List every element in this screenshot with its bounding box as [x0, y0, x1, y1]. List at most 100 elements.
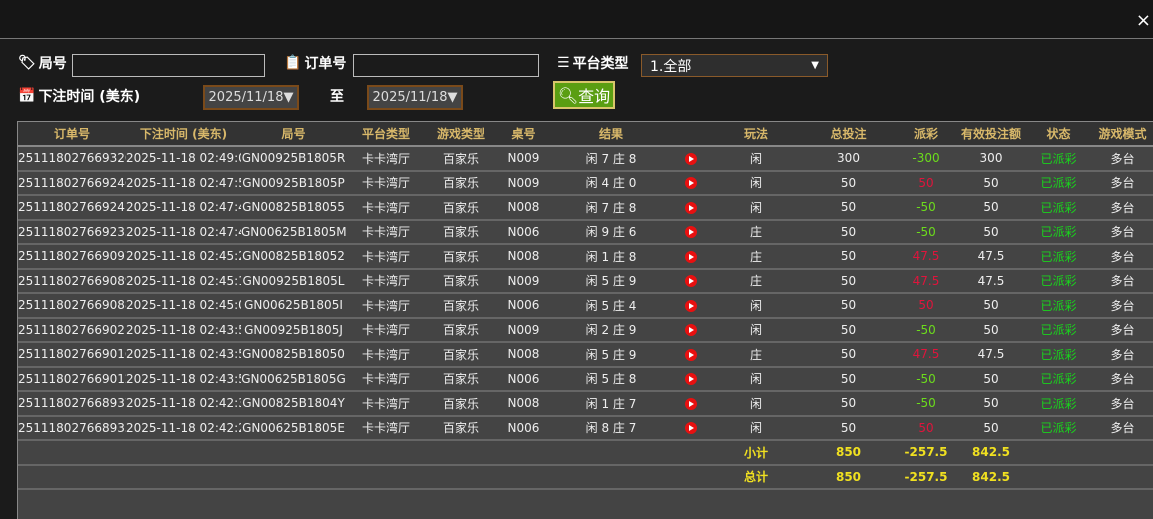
query-button[interactable]: 🔍︎ 查询	[553, 81, 615, 109]
table-cell: 2025-11-18 02:47:44	[126, 219, 241, 245]
table-cell: 2025-11-18 02:49:08	[126, 146, 241, 172]
replay-cell[interactable]	[671, 219, 711, 245]
empty-cell	[551, 440, 671, 466]
play-video-icon[interactable]	[685, 299, 697, 312]
table-cell: 百家乐	[426, 195, 496, 221]
table-cell: 卡卡湾厅	[346, 366, 426, 392]
table-cell: 闲	[711, 170, 801, 196]
table-cell: 庄	[711, 342, 801, 368]
replay-cell[interactable]	[671, 366, 711, 392]
replay-cell[interactable]	[671, 391, 711, 417]
table-cell: 50	[801, 317, 896, 343]
replay-cell[interactable]	[671, 317, 711, 343]
round-label: 🏷 局号	[18, 53, 67, 73]
table-cell: 闲	[711, 366, 801, 392]
table-cell: 47.5	[956, 342, 1026, 368]
empty-cell	[671, 440, 711, 466]
play-video-icon[interactable]	[685, 226, 697, 239]
play-video-icon[interactable]	[685, 324, 697, 337]
table-cell: 已派彩	[1026, 391, 1091, 417]
search-icon: 🔍︎	[557, 85, 579, 105]
column-header: 游戏模式	[1091, 122, 1153, 147]
play-video-icon[interactable]	[685, 152, 697, 165]
table-cell: 300	[801, 146, 896, 172]
table-cell: 百家乐	[426, 415, 496, 441]
empty-cell	[1026, 464, 1091, 490]
replay-cell[interactable]	[671, 293, 711, 319]
date-to-picker[interactable]: 2025/11/18▼	[367, 85, 463, 110]
table-cell: 卡卡湾厅	[346, 146, 426, 172]
subtotal-total-bet: 850	[801, 440, 896, 466]
table-row: 251118027668935 2025-11-18 02:42:28 GN0062…	[18, 415, 1153, 441]
replay-cell[interactable]	[671, 268, 711, 294]
table-cell: 251118027668937	[18, 391, 126, 417]
table-cell: 50	[896, 415, 956, 441]
table-row: 251118027669246 2025-11-18 02:47:52 GN0092…	[18, 170, 1153, 196]
play-video-icon[interactable]	[685, 348, 697, 361]
close-icon[interactable]: ×	[1135, 10, 1151, 31]
table-cell: 50	[956, 415, 1026, 441]
table-cell: 闲	[711, 391, 801, 417]
table-cell: 47.5	[896, 342, 956, 368]
play-video-icon[interactable]	[685, 422, 697, 435]
table-cell: 50	[801, 293, 896, 319]
table-cell: 已派彩	[1026, 219, 1091, 245]
order-input[interactable]	[353, 54, 539, 77]
table-cell: N008	[496, 244, 551, 270]
date-from-picker[interactable]: 2025/11/18▼	[203, 85, 299, 110]
table-cell: N008	[496, 342, 551, 368]
order-label: 📋 订单号	[284, 53, 346, 73]
table-cell: 50	[956, 195, 1026, 221]
table-row: 251118027669097 2025-11-18 02:45:21 GN0082…	[18, 244, 1153, 270]
replay-cell[interactable]	[671, 195, 711, 221]
column-header: 游戏类型	[426, 122, 496, 147]
platform-select[interactable]: 1.全部 ▼	[641, 54, 828, 77]
table-cell: 已派彩	[1026, 170, 1091, 196]
replay-cell[interactable]	[671, 415, 711, 441]
chevron-down-icon: ▼	[811, 60, 819, 71]
table-cell: GN00625B1805M	[241, 219, 346, 245]
play-video-icon[interactable]	[685, 373, 697, 386]
table-cell: 50	[801, 195, 896, 221]
time-label-text: 下注时间 (美东)	[38, 89, 141, 105]
play-video-icon[interactable]	[685, 275, 697, 288]
empty-cell	[18, 464, 126, 490]
empty-cell	[241, 464, 346, 490]
table-cell: 闲 1 庄 7	[551, 391, 671, 417]
table-cell: 多台	[1091, 170, 1153, 196]
table-cell: 闲 8 庄 7	[551, 415, 671, 441]
column-header	[671, 122, 711, 147]
table-cell: GN00825B1804Y	[241, 391, 346, 417]
table-cell: 50	[956, 317, 1026, 343]
empty-cell	[18, 440, 126, 466]
replay-cell[interactable]	[671, 244, 711, 270]
table-row: 251118027669016 2025-11-18 02:43:53 GN0082…	[18, 342, 1153, 368]
table-cell: 多台	[1091, 195, 1153, 221]
column-header: 玩法	[711, 122, 801, 147]
table-cell: 50	[956, 366, 1026, 392]
play-video-icon[interactable]	[685, 397, 697, 410]
table-cell: 251118027668935	[18, 415, 126, 441]
table-cell: -50	[896, 317, 956, 343]
replay-cell[interactable]	[671, 170, 711, 196]
column-header: 下注时间 (美东)	[126, 122, 241, 147]
column-header: 桌号	[496, 122, 551, 147]
to-label: 至	[330, 89, 344, 105]
empty-cell	[496, 440, 551, 466]
table-cell: 庄	[711, 268, 801, 294]
table-cell: 251118027669089	[18, 268, 126, 294]
round-input[interactable]	[72, 54, 265, 77]
play-video-icon[interactable]	[685, 201, 697, 214]
table-cell: GN00825B18055	[241, 195, 346, 221]
table-cell: 2025-11-18 02:43:53	[126, 342, 241, 368]
table-cell: GN00925B1805P	[241, 170, 346, 196]
top-bar: ×	[0, 0, 1153, 39]
replay-cell[interactable]	[671, 342, 711, 368]
replay-cell[interactable]	[671, 146, 711, 172]
table-row: 251118027669021 2025-11-18 02:43:56 GN0092…	[18, 317, 1153, 343]
table-cell: N009	[496, 170, 551, 196]
play-video-icon[interactable]	[685, 250, 697, 263]
play-video-icon[interactable]	[685, 177, 697, 190]
table-cell: 百家乐	[426, 170, 496, 196]
clipboard-icon: 📋	[284, 55, 302, 71]
